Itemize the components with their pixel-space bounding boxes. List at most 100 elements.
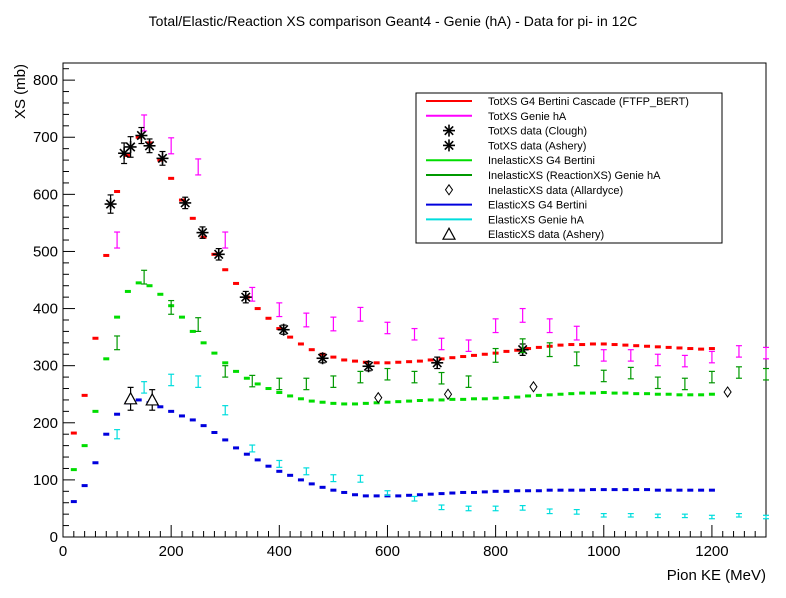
data-point [287,335,294,339]
data-point [178,315,185,319]
data-point [735,345,742,358]
data-point [763,514,769,520]
data-point [341,490,348,494]
data-point [687,393,694,397]
data-point [316,352,329,365]
series-8 [114,373,769,520]
data-point [611,391,618,395]
data-point [276,391,283,395]
data-point [303,312,310,328]
data-point [519,504,526,511]
data-point [438,504,445,511]
data-point [211,351,218,355]
data-point [449,356,456,360]
data-point [276,459,283,468]
data-point [352,493,359,497]
data-point [708,488,715,492]
data-point [156,152,169,165]
data-point [384,490,391,496]
data-point [416,359,423,363]
data-point [427,358,434,362]
data-point [449,397,456,401]
data-point [239,291,252,304]
data-point [627,366,634,380]
data-point [546,488,553,492]
legend-item: TotXS data (Clough) [443,124,587,138]
data-point [546,318,553,334]
data-point [557,343,564,347]
data-point [654,513,661,519]
data-point [492,318,499,334]
series-7 [70,398,715,504]
x-tick-label: 0 [59,543,67,560]
data-point [70,431,77,435]
legend-item: InelasticXS data (Allardyce) [444,183,623,197]
data-point [681,513,688,519]
data-point [114,315,121,319]
data-point [330,401,337,405]
star-stroke [432,358,442,368]
legend-item: InelasticXS G4 Bertini [426,155,595,167]
data-point [330,316,337,332]
data-point [535,345,542,349]
data-point [622,488,629,492]
star-stroke [157,153,168,164]
data-point [243,452,250,456]
data-point [297,342,304,346]
data-point [514,489,521,493]
data-point [146,284,153,288]
legend-label: InelasticXS (ReactionXS) Genie hA [488,170,661,182]
data-point [200,235,207,239]
star-stroke [105,199,116,209]
data-point [557,488,564,492]
data-point [341,402,348,406]
data-point [460,355,467,359]
data-point [135,281,142,285]
data-point [589,342,596,346]
data-point [492,489,499,493]
data-point [114,412,121,416]
data-point [481,490,488,494]
data-point [249,374,256,388]
data-point [411,327,418,341]
data-point [308,399,315,403]
data-point [644,488,651,492]
data-point [168,409,175,413]
data-point [627,349,634,362]
data-point [330,355,337,359]
legend-swatch [444,183,454,196]
legend-label: TotXS data (Clough) [488,126,587,138]
data-point [589,391,596,395]
data-point [546,393,553,397]
data-point [568,392,575,396]
data-point [384,367,391,381]
data-point [568,488,575,492]
data-point [735,512,742,518]
axes: 0 200 400 600 800 1000 1200 0 100 200 300 400 500 600… [33,62,767,560]
data-point [276,327,283,331]
data-point [708,347,715,351]
x-tick-label: 400 [267,543,292,560]
data-point [546,342,553,358]
data-point [157,292,164,296]
data-point [373,494,380,498]
y-tick-label: 100 [33,472,58,489]
data-point [600,342,607,346]
data-point [114,231,121,249]
data-point [676,346,683,350]
data-point [330,375,337,388]
data-point [81,444,88,448]
data-point [195,375,202,388]
series-9 [123,386,160,411]
data-point [568,343,575,347]
data-point [287,394,294,398]
y-tick-label: 300 [33,358,58,375]
data-point [143,139,156,152]
data-point [525,489,532,493]
data-point [243,376,250,380]
legend-swatch [441,226,457,240]
data-point [465,339,472,352]
legend-label: ElasticXS G4 Bertini [488,200,587,212]
x-tick-label: 200 [159,543,184,560]
